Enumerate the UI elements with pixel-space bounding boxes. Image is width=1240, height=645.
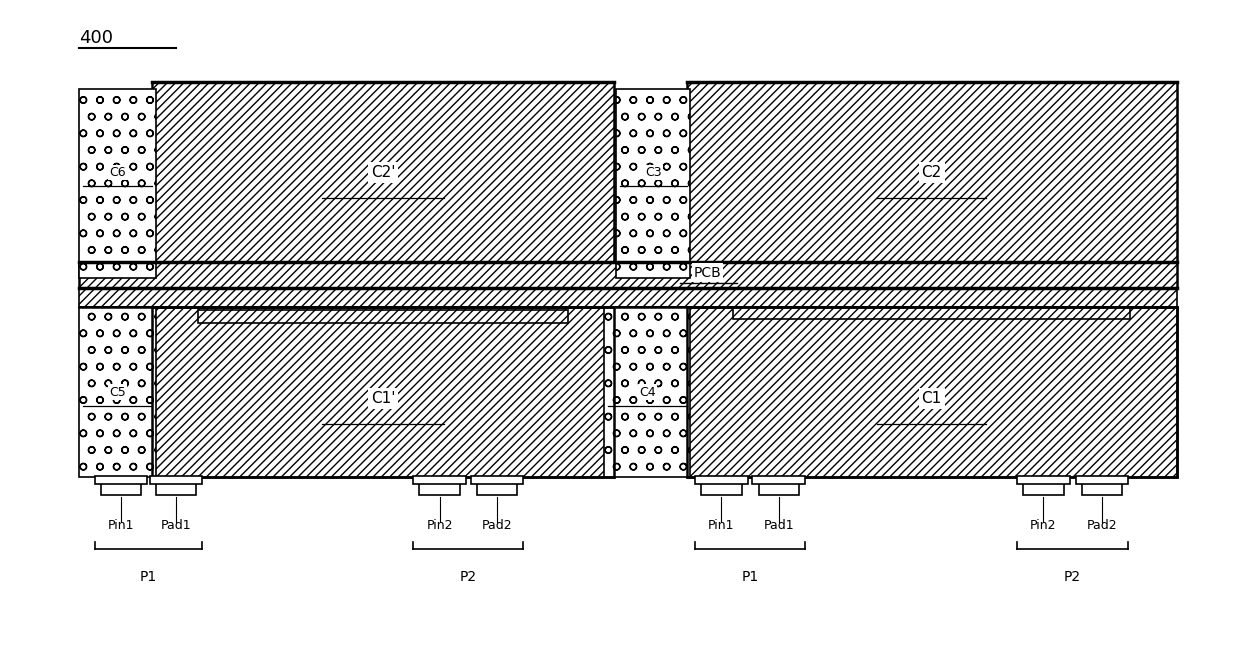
Text: Pad2: Pad2 xyxy=(1086,519,1117,532)
Bar xyxy=(79,88,156,278)
Bar xyxy=(419,477,460,495)
Bar xyxy=(1081,477,1122,495)
Bar xyxy=(687,307,1177,477)
Text: Pin2: Pin2 xyxy=(427,519,453,532)
Text: Pad1: Pad1 xyxy=(160,519,191,532)
Bar xyxy=(102,477,141,495)
Bar xyxy=(1023,477,1064,495)
Bar xyxy=(150,476,202,484)
Bar xyxy=(753,476,805,484)
Bar xyxy=(604,307,691,477)
Bar xyxy=(153,307,614,477)
Text: P2: P2 xyxy=(460,570,476,584)
Text: P2: P2 xyxy=(1064,570,1081,584)
Bar xyxy=(702,477,742,495)
Text: Pin1: Pin1 xyxy=(108,519,134,532)
Text: P1: P1 xyxy=(742,570,759,584)
Bar xyxy=(153,307,614,477)
Text: 400: 400 xyxy=(79,28,113,46)
Bar xyxy=(79,307,156,477)
Text: C5: C5 xyxy=(109,386,126,399)
Bar xyxy=(79,263,1177,288)
Text: C1: C1 xyxy=(921,391,942,406)
Bar xyxy=(198,310,568,322)
Text: P1: P1 xyxy=(140,570,157,584)
Text: C6: C6 xyxy=(109,166,125,179)
Text: C4: C4 xyxy=(639,386,656,399)
Text: Pad1: Pad1 xyxy=(764,519,794,532)
Bar xyxy=(153,83,614,263)
Text: Pad2: Pad2 xyxy=(481,519,512,532)
Bar xyxy=(1017,476,1070,484)
Bar xyxy=(687,83,1177,263)
Bar xyxy=(1075,476,1128,484)
Text: PCB: PCB xyxy=(693,266,722,279)
Bar xyxy=(476,477,517,495)
Bar xyxy=(79,288,1177,307)
Text: C2: C2 xyxy=(921,165,942,180)
Bar xyxy=(733,307,1131,319)
Text: Pin1: Pin1 xyxy=(708,519,735,532)
Text: C3: C3 xyxy=(645,166,662,179)
Bar xyxy=(95,476,148,484)
Bar xyxy=(413,476,466,484)
Bar xyxy=(759,477,799,495)
Bar xyxy=(696,476,748,484)
Bar xyxy=(470,476,523,484)
Text: C2': C2' xyxy=(371,165,396,180)
Bar xyxy=(156,477,196,495)
Text: C1': C1' xyxy=(371,391,396,406)
Text: Pin2: Pin2 xyxy=(1030,519,1056,532)
Bar xyxy=(687,307,1177,477)
Bar xyxy=(616,88,691,278)
